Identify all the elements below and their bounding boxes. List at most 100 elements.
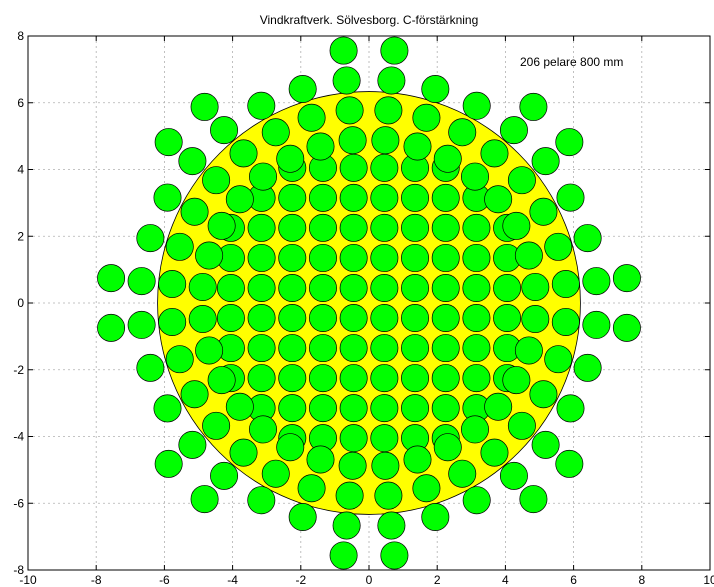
- pile-marker: [249, 162, 277, 191]
- pile-marker: [339, 273, 368, 302]
- pile-marker: [338, 126, 367, 155]
- pile-marker: [380, 36, 409, 65]
- pile-marker: [306, 132, 335, 161]
- pile-marker: [154, 449, 183, 478]
- pile-marker: [308, 364, 337, 393]
- x-tick-label: 8: [638, 573, 645, 587]
- pile-marker: [278, 243, 307, 272]
- pile-marker: [339, 183, 368, 212]
- pile-marker: [278, 394, 307, 423]
- piles-group: [97, 36, 641, 570]
- pile-marker: [582, 310, 611, 339]
- pile-marker: [335, 96, 364, 125]
- pile-marker: [461, 415, 489, 444]
- pile-marker: [278, 183, 307, 212]
- pile-marker: [339, 394, 368, 423]
- x-tick-label: 0: [366, 573, 373, 587]
- pile-marker: [401, 273, 430, 302]
- pile-marker: [370, 243, 399, 272]
- pile-marker: [401, 394, 430, 423]
- pile-marker: [261, 118, 290, 147]
- pile-marker: [374, 96, 403, 125]
- pile-marker: [462, 334, 491, 363]
- pile-marker: [247, 334, 276, 363]
- pile-marker: [247, 486, 276, 515]
- pile-marker: [247, 304, 276, 333]
- pile-marker: [339, 304, 368, 333]
- pile-marker: [207, 211, 236, 240]
- pile-marker: [462, 486, 491, 515]
- y-tick-label: -4: [13, 430, 24, 444]
- x-tick-label: 4: [502, 573, 509, 587]
- x-tick-label: 6: [570, 573, 577, 587]
- pile-marker: [276, 144, 305, 173]
- pile-marker: [278, 213, 307, 242]
- pile-marker: [401, 364, 430, 393]
- pile-marker: [462, 91, 491, 120]
- pile-marker: [431, 394, 460, 423]
- pile-marker: [519, 92, 548, 121]
- pile-marker: [582, 267, 611, 296]
- pile-marker: [519, 485, 548, 514]
- pile-marker: [178, 430, 207, 459]
- pile-marker: [461, 162, 489, 191]
- pile-marker: [573, 224, 602, 253]
- y-tick-label: -2: [13, 363, 24, 377]
- pile-marker: [431, 213, 460, 242]
- pile-marker: [493, 304, 522, 333]
- pile-marker: [531, 147, 560, 176]
- pile-marker: [484, 185, 513, 214]
- pile-marker: [421, 502, 450, 531]
- pile-marker: [190, 92, 219, 121]
- pile-marker: [431, 304, 460, 333]
- y-tick-label: 0: [17, 296, 24, 310]
- pile-marker: [278, 273, 307, 302]
- pile-marker: [247, 91, 276, 120]
- pile-marker: [544, 232, 573, 261]
- pile-marker: [374, 481, 403, 510]
- pile-marker: [165, 232, 194, 261]
- pile-marker: [278, 364, 307, 393]
- pile-marker: [339, 153, 368, 182]
- pile-marker: [380, 541, 409, 570]
- pile-marker: [158, 307, 187, 336]
- pile-marker: [573, 353, 602, 382]
- pile-marker: [288, 75, 317, 104]
- pile-marker: [229, 438, 258, 467]
- pile-marker: [247, 243, 276, 272]
- pile-marker: [210, 461, 239, 490]
- pile-marker: [531, 430, 560, 459]
- pile-marker: [371, 126, 400, 155]
- pile-marker: [529, 197, 558, 226]
- pile-marker: [247, 273, 276, 302]
- pile-marker: [195, 241, 224, 270]
- pile-marker: [480, 139, 509, 168]
- pile-marker: [97, 313, 126, 342]
- pile-marker: [556, 183, 585, 212]
- pile-marker: [401, 213, 430, 242]
- pile-marker: [127, 267, 156, 296]
- pile-marker: [448, 459, 477, 488]
- y-tick-label: 8: [17, 29, 24, 43]
- pile-count-annotation: 206 pelare 800 mm: [520, 55, 623, 69]
- pile-marker: [136, 224, 165, 253]
- pile-marker: [370, 334, 399, 363]
- pile-marker: [339, 213, 368, 242]
- pile-marker: [412, 103, 441, 132]
- pile-marker: [202, 166, 231, 195]
- x-tick-label: -4: [227, 573, 238, 587]
- pile-marker: [127, 310, 156, 339]
- pile-marker: [551, 270, 580, 299]
- pile-marker: [210, 116, 239, 145]
- x-tick-label: 10: [703, 573, 714, 587]
- pile-marker: [229, 139, 258, 168]
- pile-marker: [433, 144, 462, 173]
- pile-marker: [335, 481, 364, 510]
- pile-marker: [555, 128, 584, 157]
- pile-marker: [370, 394, 399, 423]
- pile-marker: [202, 411, 231, 440]
- foundation-circle: [157, 91, 581, 515]
- pile-marker: [480, 438, 509, 467]
- pile-marker: [462, 364, 491, 393]
- pile-marker: [225, 185, 254, 214]
